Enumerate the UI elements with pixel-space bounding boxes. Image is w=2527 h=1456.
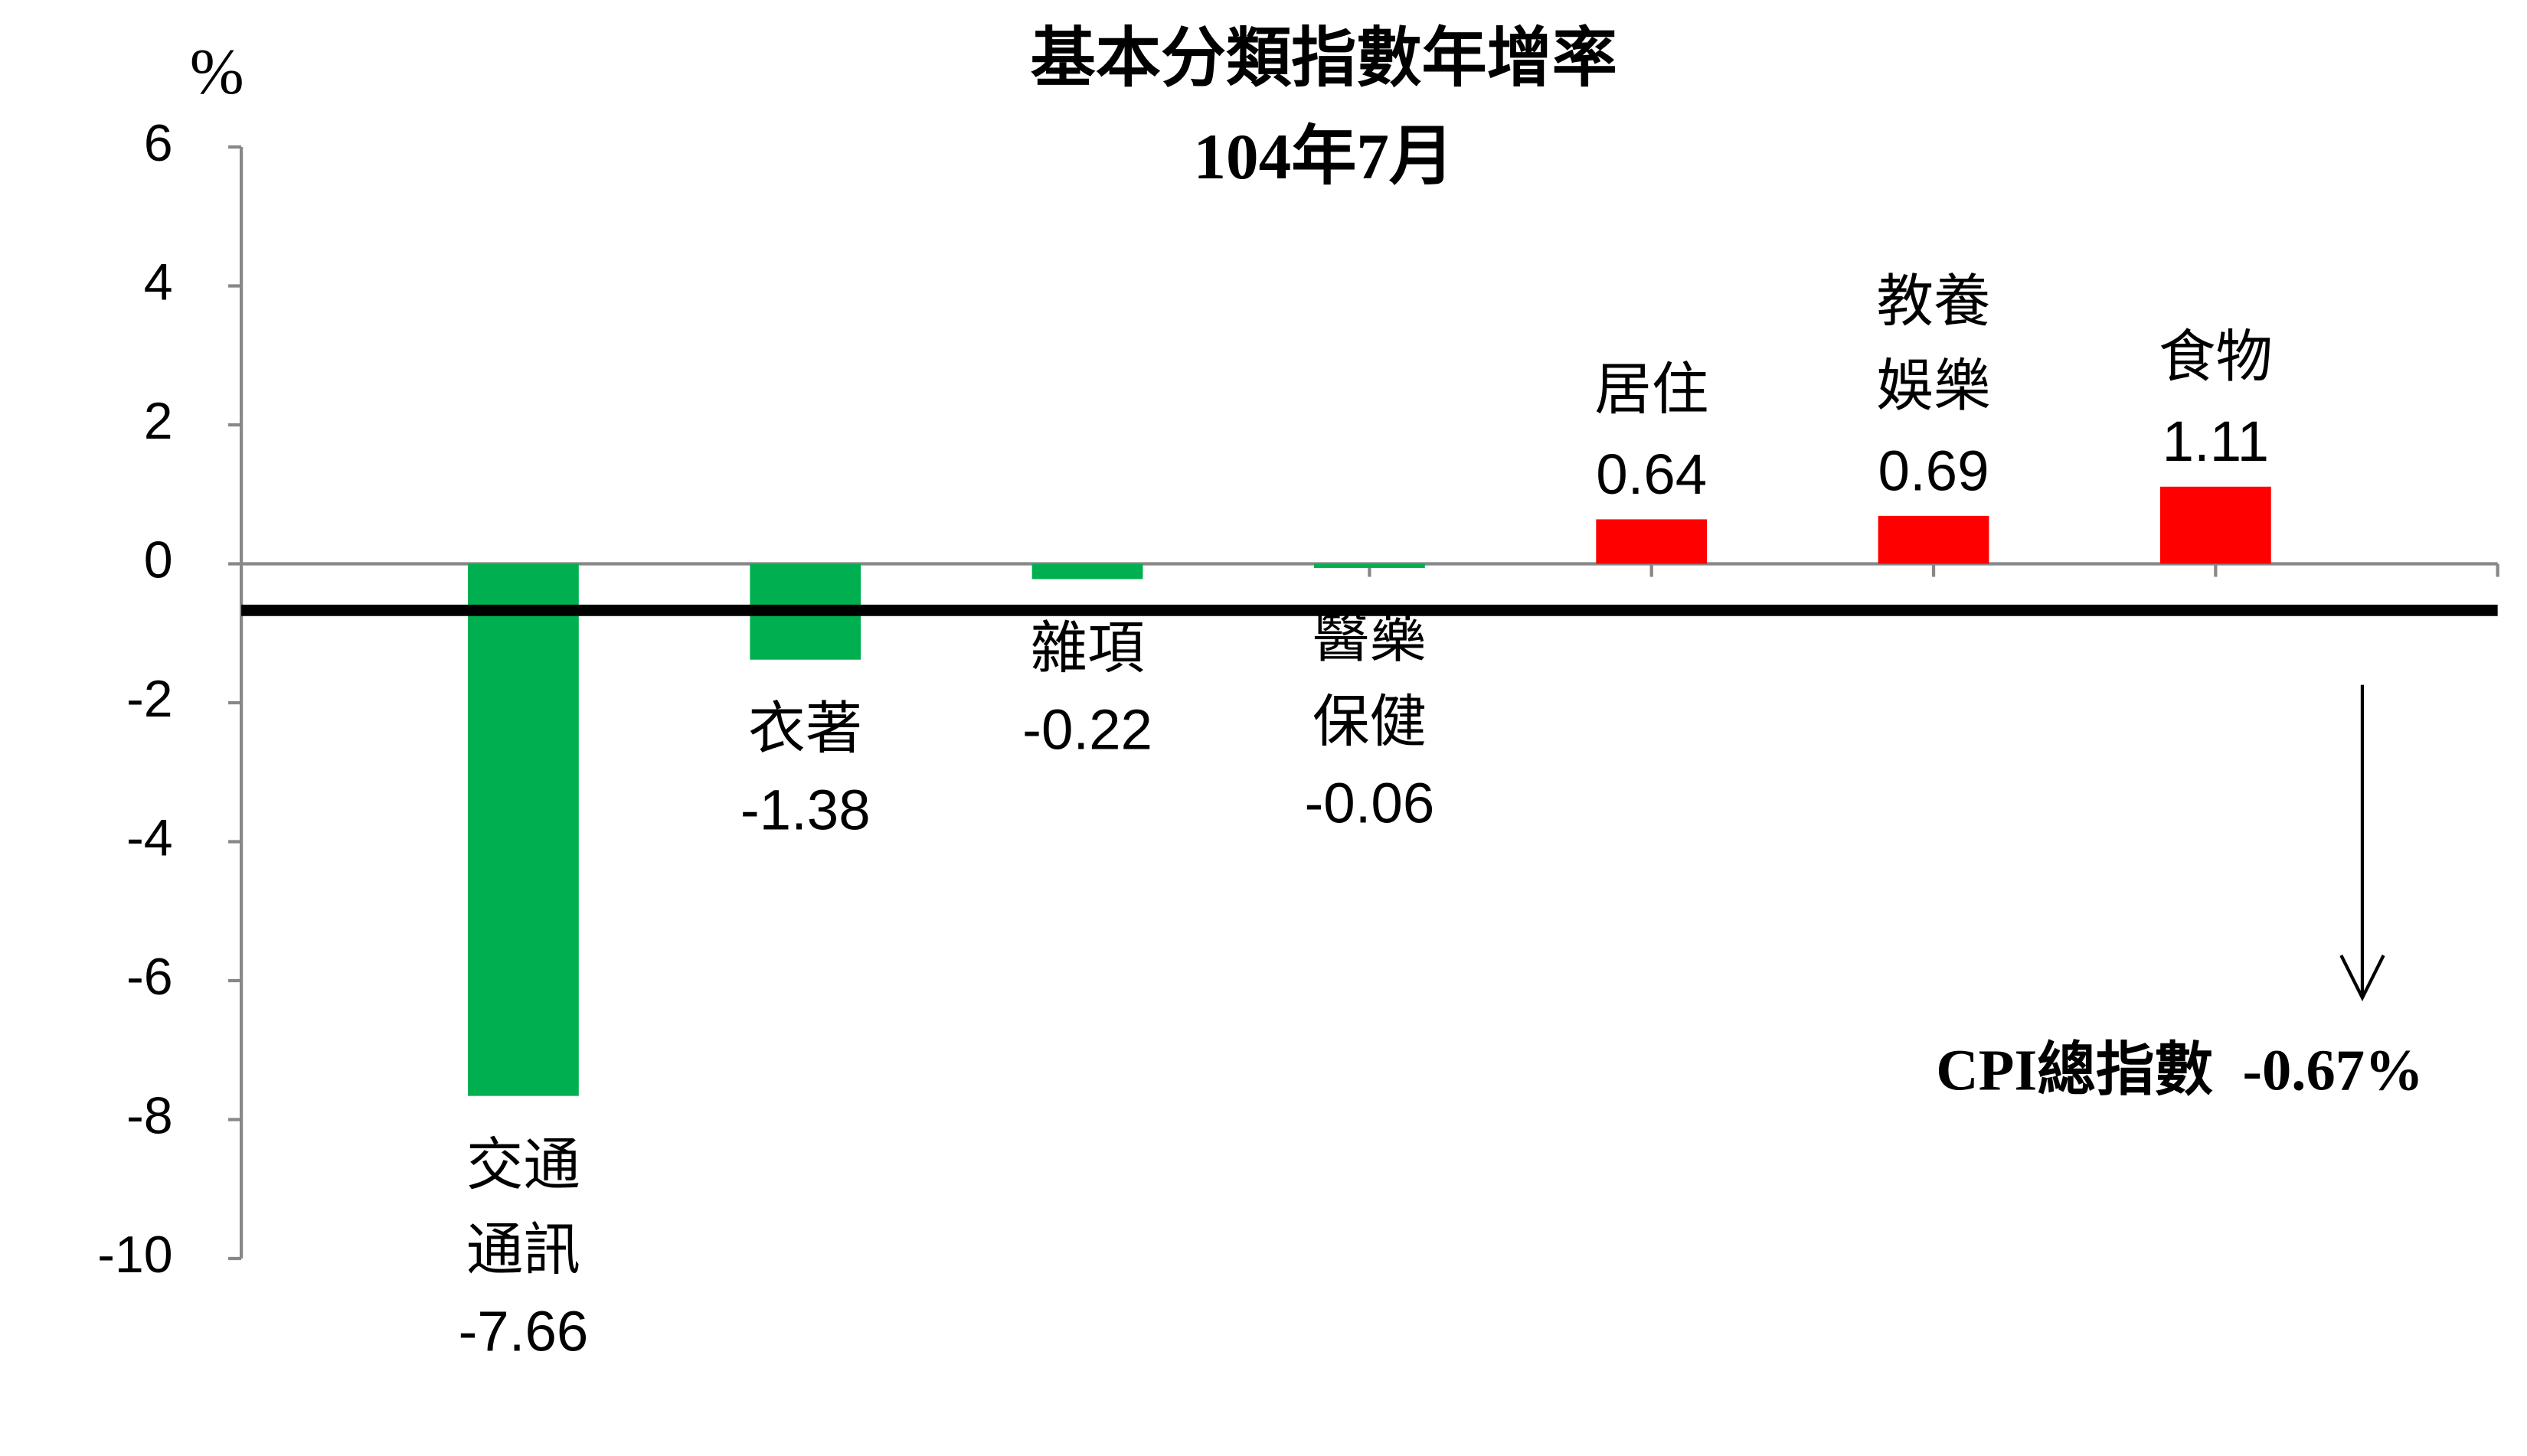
value-label: -0.06 bbox=[1304, 772, 1434, 835]
value-label: 0.69 bbox=[1878, 439, 1989, 502]
category-label: 保健 bbox=[1313, 690, 1427, 753]
value-label: 1.11 bbox=[2162, 410, 2269, 473]
y-tick-label: -2 bbox=[126, 670, 173, 728]
chart-title: 基本分類指數年增率 bbox=[1031, 23, 1617, 95]
annotation: CPI總指數 -0.67% bbox=[1936, 1037, 2423, 1102]
bar bbox=[1314, 563, 1425, 568]
annotation-label: CPI總指數 bbox=[1936, 1037, 2213, 1102]
y-tick-label: 2 bbox=[144, 392, 173, 450]
category-label: 衣著 bbox=[748, 697, 862, 760]
bar bbox=[1878, 515, 1989, 564]
category-label: 教養 bbox=[1877, 269, 1991, 333]
category-label: 雜項 bbox=[1031, 616, 1145, 680]
category-label: 通訊 bbox=[466, 1218, 580, 1281]
value-label: -7.66 bbox=[459, 1299, 589, 1363]
bar bbox=[468, 563, 579, 1096]
annotation-value: -0.67% bbox=[2242, 1037, 2423, 1102]
bar bbox=[2159, 486, 2271, 564]
y-unit: % bbox=[190, 36, 244, 108]
y-tick-label: -6 bbox=[126, 948, 173, 1006]
y-tick-label: -10 bbox=[97, 1226, 172, 1284]
category-label: 交通 bbox=[466, 1133, 580, 1196]
arrow-head bbox=[2339, 955, 2385, 1002]
bar bbox=[1031, 563, 1143, 579]
category-label: 娛樂 bbox=[1877, 354, 1991, 418]
category-label: 食物 bbox=[2159, 325, 2273, 389]
y-tick-label: 6 bbox=[144, 114, 173, 172]
category-label: 居住 bbox=[1594, 357, 1708, 421]
y-tick-label: 0 bbox=[144, 530, 173, 589]
value-label: -1.38 bbox=[740, 779, 871, 842]
bar bbox=[1596, 519, 1708, 564]
value-label: -0.22 bbox=[1022, 697, 1152, 761]
value-label: 0.64 bbox=[1596, 442, 1707, 506]
y-tick-label: -4 bbox=[126, 809, 173, 867]
y-tick-label: -8 bbox=[126, 1087, 173, 1145]
y-tick-label: 4 bbox=[144, 253, 173, 312]
chart-subtitle: 104年7月 bbox=[1193, 121, 1454, 193]
